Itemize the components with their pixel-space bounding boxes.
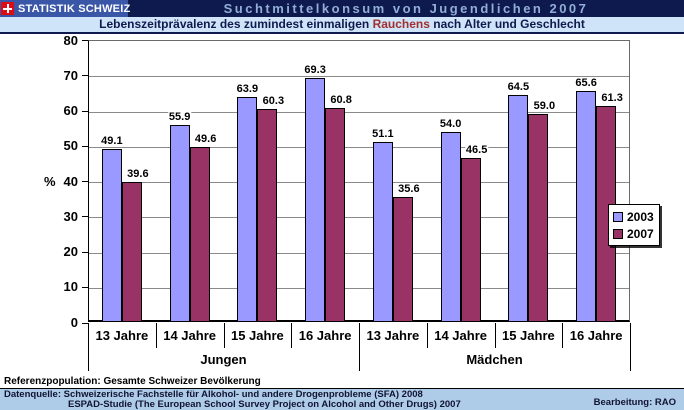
app-header: STATISTIK SCHWEIZ Suchtmittelkonsum von …	[0, 0, 684, 17]
category-separator	[494, 323, 496, 348]
x-category-label-7: 16 Jahre	[569, 328, 623, 343]
category-separator	[562, 323, 564, 348]
bar-2003-0	[101, 148, 122, 322]
bar-value-2003-2: 63.9	[235, 82, 260, 95]
y-tick-30	[82, 216, 88, 218]
x-category-label-4: 13 Jahre	[366, 328, 420, 343]
y-tick-80	[82, 40, 88, 41]
bar-2007-3	[325, 107, 346, 322]
bar-value-2007-7: 61.3	[600, 91, 624, 104]
chart-subtitle: Lebenszeitprävalenz des zumindest einmal…	[0, 17, 684, 34]
bar-2003-4	[372, 141, 393, 322]
y-tick-60	[82, 110, 88, 112]
bar-2003-7	[576, 90, 597, 322]
x-category-label-3: 16 Jahre	[298, 328, 352, 343]
gridline-60	[89, 111, 629, 113]
bar-2003-5	[440, 131, 461, 322]
x-category-label-6: 15 Jahre	[501, 328, 555, 343]
legend-swatch-2003	[613, 211, 623, 222]
y-tick-label-80: 80	[63, 32, 78, 48]
y-tick-label-70: 70	[63, 67, 78, 83]
legend-label-2007: 2007	[627, 226, 654, 241]
bar-value-2003-7: 65.6	[574, 76, 598, 89]
y-tick-20	[82, 251, 88, 253]
y-axis-unit-label: %	[44, 174, 56, 189]
bar-2007-6	[528, 114, 549, 322]
bar-value-2007-3: 60.8	[329, 93, 353, 106]
bar-2003-6	[508, 94, 529, 322]
category-separator	[155, 323, 157, 348]
logo-text: STATISTIK SCHWEIZ	[18, 2, 131, 15]
x-category-label-2: 15 Jahre	[230, 328, 284, 343]
editor-credit: Bearbeitung: RAO	[593, 397, 676, 408]
gridline-40	[89, 182, 629, 183]
bar-2007-0	[121, 182, 142, 322]
subtitle-text-after: nach Alter und Geschlecht	[429, 17, 585, 31]
chart-legend: 2003 2007	[608, 204, 660, 246]
y-tick-label-60: 60	[63, 103, 78, 118]
y-tick-label-40: 40	[63, 173, 78, 189]
bar-value-2003-1: 55.9	[167, 110, 192, 123]
y-tick-label-30: 30	[63, 208, 78, 224]
bar-value-2003-5: 54.0	[438, 117, 463, 130]
y-tick-0	[82, 323, 88, 324]
bar-value-2007-0: 39.6	[126, 168, 150, 181]
bar-value-2003-4: 51.1	[371, 127, 395, 140]
data-source-line1: Datenquelle: Schweizerische Fachstelle f…	[4, 389, 423, 400]
y-tick-50	[82, 145, 88, 147]
subtitle-highlight: Rauchens	[372, 17, 430, 31]
y-tick-label-10: 10	[63, 279, 78, 295]
group-separator	[88, 323, 89, 371]
page-title: Suchtmittelkonsum von Jugendlichen 2007	[223, 1, 589, 16]
bar-chart: 0 10 20 30 40 50 60 70 80% 49.1 55.9 63.9 69.3 51.1 54…	[0, 34, 684, 388]
bar-value-2003-3: 69.3	[303, 63, 327, 76]
legend-swatch-2007	[613, 228, 623, 239]
x-category-label-1: 14 Jahre	[163, 328, 216, 343]
bar-value-2007-4: 35.6	[397, 182, 421, 195]
bar-2007-2	[257, 109, 278, 322]
data-source-line2: ESPAD-Studie (The European School Survey…	[68, 399, 461, 410]
legend-entry-2003: 2003	[613, 208, 654, 225]
bar-2007-5	[460, 158, 481, 322]
gridline-10	[89, 287, 629, 289]
bar-2003-3	[305, 77, 326, 322]
bar-2007-1	[189, 147, 210, 322]
x-category-label-0: 13 Jahre	[95, 328, 149, 343]
statistik-schweiz-logo: STATISTIK SCHWEIZ	[0, 0, 131, 17]
group-separator	[630, 323, 631, 371]
x-group-label-Jungen: Jungen	[200, 352, 247, 367]
gridline-50	[89, 146, 629, 148]
legend-label-2003: 2003	[627, 209, 654, 224]
subtitle-text-before: Lebenszeitprävalenz des zumindest einmal…	[99, 17, 373, 31]
x-group-label-Mädchen: Mädchen	[466, 352, 523, 367]
legend-entry-2007: 2007	[613, 225, 654, 242]
gridline-20	[89, 252, 629, 254]
category-separator	[223, 323, 225, 348]
y-tick-70	[82, 75, 88, 77]
bar-value-2007-2: 60.3	[261, 95, 286, 108]
bar-2007-4	[392, 196, 413, 322]
bar-value-2007-1: 49.6	[193, 133, 218, 146]
bar-value-2003-6: 64.5	[506, 80, 531, 93]
y-tick-label-50: 50	[63, 138, 78, 154]
bar-value-2007-6: 59.0	[532, 100, 557, 113]
bar-value-2003-0: 49.1	[100, 134, 124, 147]
x-category-label-5: 14 Jahre	[434, 328, 487, 343]
bar-2003-1	[169, 124, 190, 322]
group-separator	[359, 323, 360, 371]
reference-population-note: Referenzpopulation: Gesamte Schweizer Be…	[4, 376, 261, 387]
y-tick-label-20: 20	[63, 244, 78, 259]
bar-value-2007-5: 46.5	[464, 144, 489, 157]
category-separator	[426, 323, 428, 348]
gridline-30	[89, 217, 629, 219]
bar-2003-2	[237, 96, 258, 322]
gridline-70	[89, 76, 629, 78]
y-tick-40	[82, 181, 88, 182]
footer-source-band: Datenquelle: Schweizerische Fachstelle f…	[0, 388, 684, 410]
y-tick-label-0: 0	[70, 314, 78, 330]
y-tick-10	[82, 286, 88, 288]
swiss-flag-icon	[1, 2, 14, 15]
category-separator	[291, 323, 293, 348]
